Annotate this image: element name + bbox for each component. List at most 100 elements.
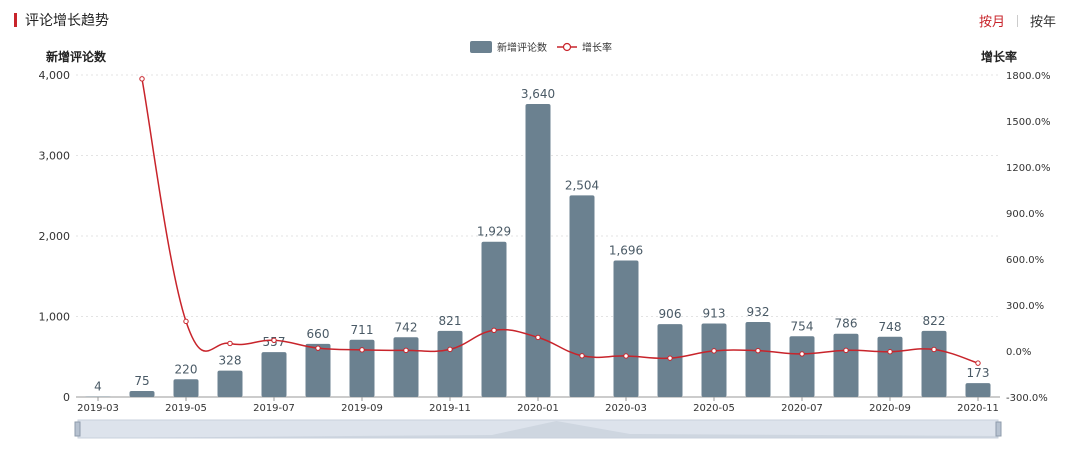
- bar-value-label: 173: [967, 366, 990, 380]
- by-year-button[interactable]: 按年: [1029, 15, 1056, 30]
- bar-value-label: 754: [791, 319, 814, 333]
- growth-rate-point[interactable]: [271, 337, 277, 343]
- y-left-tick-label: 3,000: [39, 150, 71, 163]
- bar[interactable]: [261, 352, 287, 397]
- period-toggle: 按月 按年: [979, 11, 1056, 30]
- bar[interactable]: [833, 333, 859, 397]
- bar-value-label: 660: [307, 327, 330, 341]
- growth-rate-point[interactable]: [843, 347, 849, 354]
- bar-value-label: 821: [439, 314, 462, 328]
- bar-value-label: 3,640: [521, 87, 555, 101]
- y-right-tick-label: 1500.0%: [1006, 117, 1051, 128]
- bar-value-label: 2,504: [565, 178, 599, 192]
- growth-rate-point[interactable]: [755, 347, 761, 354]
- x-tick-label: 2020-05: [693, 403, 735, 414]
- bar[interactable]: [173, 379, 199, 397]
- growth-rate-point[interactable]: [887, 349, 893, 355]
- bar-value-label: 75: [134, 374, 149, 388]
- legend-bar-label: 新增评论数: [497, 41, 547, 54]
- bar-value-label: 711: [351, 323, 374, 337]
- bar[interactable]: [965, 383, 991, 397]
- y-left-axis-title: 新增评论数: [46, 49, 107, 64]
- bar-value-label: 822: [923, 314, 946, 328]
- bar-value-label: 906: [659, 307, 682, 321]
- zoom-slider-preview: [78, 421, 998, 438]
- growth-rate-point[interactable]: [623, 353, 629, 359]
- toggle-divider: [1016, 14, 1018, 27]
- bar[interactable]: [613, 260, 639, 397]
- bar-value-label: 328: [219, 354, 242, 368]
- bar-value-label: 1,929: [477, 225, 511, 239]
- bar[interactable]: [569, 195, 595, 397]
- bar[interactable]: [129, 390, 155, 397]
- x-tick-label: 2019-07: [253, 403, 295, 414]
- x-tick-label: 2019-05: [165, 403, 207, 414]
- x-tick-label: 2019-09: [341, 403, 383, 414]
- legend-bar-swatch[interactable]: [470, 41, 492, 53]
- growth-rate-point[interactable]: [491, 327, 497, 333]
- bar-value-label: 913: [703, 307, 726, 321]
- growth-rate-point[interactable]: [975, 360, 981, 366]
- bar-value-label: 748: [879, 320, 902, 334]
- y-right-tick-label: 0.0%: [1006, 347, 1031, 358]
- y-left-tick-label: 4,000: [39, 69, 71, 82]
- y-right-tick-label: 300.0%: [1006, 301, 1044, 312]
- x-tick-label: 2019-11: [429, 403, 471, 414]
- x-tick-label: 2020-09: [869, 403, 911, 414]
- bar[interactable]: [525, 103, 551, 397]
- y-right-axis-title: 增长率: [981, 49, 1017, 64]
- bar[interactable]: [789, 336, 815, 397]
- growth-rate-point[interactable]: [711, 348, 717, 354]
- chart-title: 评论增长趋势: [25, 13, 109, 29]
- zoom-handle-left[interactable]: [74, 421, 81, 437]
- growth-rate-point[interactable]: [535, 334, 541, 341]
- bar[interactable]: [877, 336, 903, 397]
- bar-value-label: 1,696: [609, 243, 643, 257]
- bar[interactable]: [481, 241, 507, 397]
- bar[interactable]: [921, 330, 947, 397]
- growth-rate-point[interactable]: [667, 355, 673, 361]
- bar-value-label: 4: [94, 380, 102, 394]
- growth-rate-point[interactable]: [359, 347, 365, 353]
- growth-rate-point[interactable]: [447, 346, 453, 353]
- y-left-tick-label: 2,000: [39, 230, 71, 243]
- bar-value-label: 786: [835, 317, 858, 331]
- title-accent-bar: [14, 13, 17, 27]
- growth-rate-point[interactable]: [183, 318, 189, 325]
- growth-rate-point[interactable]: [227, 340, 233, 347]
- x-tick-label: 2020-07: [781, 403, 823, 414]
- y-left-tick-label: 1,000: [39, 311, 71, 324]
- bar-value-label: 742: [395, 320, 418, 334]
- y-right-tick-label: 600.0%: [1006, 255, 1044, 266]
- x-tick-label: 2019-03: [77, 403, 119, 414]
- y-right-tick-label: -300.0%: [1006, 393, 1048, 404]
- growth-rate-point[interactable]: [579, 353, 585, 359]
- x-tick-label: 2020-03: [605, 403, 647, 414]
- chart-header: 评论增长趋势: [14, 10, 109, 30]
- y-right-tick-label: 1200.0%: [1006, 163, 1051, 174]
- bar[interactable]: [437, 330, 463, 397]
- legend-line-label: 增长率: [582, 41, 612, 54]
- x-tick-label: 2020-11: [957, 403, 999, 414]
- bar[interactable]: [305, 343, 331, 397]
- y-right-tick-label: 1800.0%: [1006, 71, 1051, 82]
- growth-rate-point[interactable]: [799, 351, 805, 357]
- bar[interactable]: [701, 323, 727, 397]
- bar[interactable]: [349, 339, 375, 397]
- y-left-tick-label: 0: [63, 391, 70, 404]
- bar[interactable]: [745, 321, 771, 397]
- growth-rate-point[interactable]: [315, 345, 321, 351]
- bar[interactable]: [393, 337, 419, 397]
- legend-line-marker: [562, 42, 572, 52]
- zoom-handle-right[interactable]: [995, 421, 1002, 437]
- bar-value-label: 220: [175, 362, 198, 376]
- growth-rate-point[interactable]: [403, 347, 409, 354]
- by-month-button[interactable]: 按月: [978, 15, 1005, 30]
- bar-value-label: 932: [747, 305, 770, 319]
- growth-rate-point[interactable]: [139, 76, 145, 82]
- bar[interactable]: [217, 370, 243, 397]
- y-right-tick-label: 900.0%: [1006, 209, 1044, 220]
- x-tick-label: 2020-01: [517, 403, 559, 414]
- growth-rate-point[interactable]: [931, 346, 937, 353]
